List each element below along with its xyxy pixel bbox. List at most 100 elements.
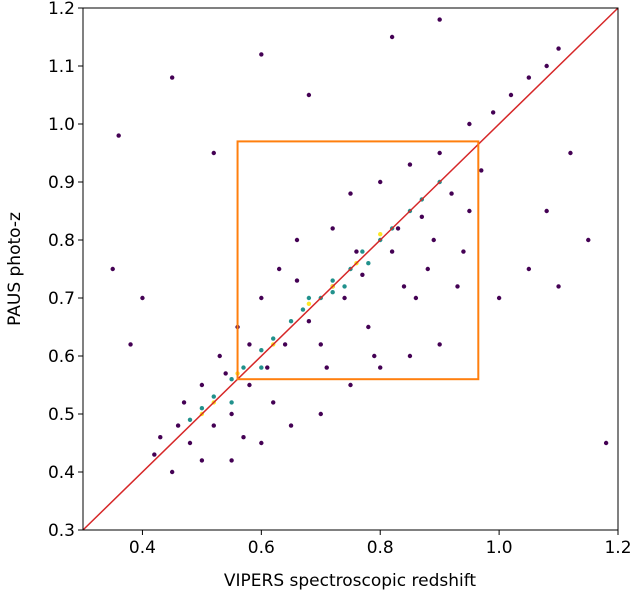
point: [211, 394, 216, 399]
point: [229, 377, 234, 382]
point: [211, 423, 216, 428]
point: [169, 75, 175, 80]
x-tick-label: 1.0: [486, 538, 513, 558]
point: [199, 458, 205, 463]
point: [241, 435, 246, 440]
point: [330, 226, 335, 231]
point: [360, 249, 365, 254]
point: [175, 423, 181, 428]
x-tick-label: 0.8: [367, 538, 394, 558]
point: [366, 324, 371, 330]
point: [449, 191, 454, 196]
point: [586, 237, 591, 243]
point: [366, 261, 371, 266]
point: [217, 353, 222, 359]
point: [467, 208, 472, 214]
point: [318, 411, 323, 417]
point: [407, 162, 413, 167]
point: [324, 365, 329, 370]
y-tick-label: 1.1: [48, 57, 75, 77]
point: [437, 150, 442, 156]
point: [152, 452, 157, 457]
point: [116, 133, 121, 138]
point: [223, 371, 228, 376]
point: [526, 75, 532, 80]
y-tick-label: 0.5: [48, 405, 75, 425]
point: [603, 440, 609, 446]
point: [229, 411, 234, 417]
x-tick-label: 0.6: [248, 538, 275, 558]
y-tick-label: 0.4: [48, 463, 75, 483]
y-axis-label: PAUS photo-z: [5, 212, 25, 326]
point: [556, 46, 561, 51]
point: [140, 295, 145, 301]
point: [211, 150, 216, 156]
point: [455, 284, 460, 289]
point: [395, 226, 401, 231]
point: [342, 284, 347, 289]
point: [294, 237, 300, 243]
x-tick-label: 1.2: [604, 538, 631, 558]
point: [413, 295, 419, 301]
point: [288, 423, 294, 428]
y-tick-label: 0.8: [48, 231, 75, 251]
point: [389, 249, 395, 254]
point: [229, 400, 234, 405]
point: [128, 342, 133, 347]
point: [241, 365, 246, 370]
point: [229, 458, 234, 463]
point: [288, 319, 294, 324]
point: [247, 342, 252, 347]
point: [490, 110, 496, 115]
point: [401, 284, 407, 289]
point: [300, 307, 306, 312]
point: [389, 34, 395, 40]
point: [187, 417, 193, 422]
point: [169, 469, 175, 475]
point: [259, 365, 264, 370]
point: [348, 382, 353, 388]
point: [437, 17, 442, 22]
point: [276, 266, 282, 272]
point: [259, 52, 264, 57]
point: [199, 382, 205, 388]
point: [496, 295, 502, 301]
point: [271, 336, 276, 341]
plot-frame: [82, 7, 619, 531]
point: [372, 353, 377, 359]
point: [556, 284, 561, 289]
point: [526, 266, 532, 272]
y-tick-label: 0.3: [48, 521, 75, 541]
point: [419, 214, 425, 219]
point: [378, 365, 383, 370]
point: [425, 266, 430, 272]
point: [431, 237, 436, 243]
point: [342, 295, 347, 301]
point: [378, 179, 383, 185]
point: [318, 342, 323, 347]
point: [437, 342, 442, 347]
point: [265, 365, 270, 370]
point: [467, 121, 472, 127]
point: [360, 272, 365, 277]
y-tick-label: 1.2: [48, 0, 75, 19]
point: [247, 382, 252, 388]
point: [181, 400, 187, 405]
point: [306, 92, 312, 98]
selection-box: [236, 140, 480, 381]
point: [187, 440, 193, 446]
point: [271, 400, 276, 405]
point: [461, 249, 466, 254]
point: [306, 319, 312, 324]
point: [259, 295, 264, 301]
point: [259, 348, 264, 353]
point: [259, 440, 264, 446]
x-axis-label: VIPERS spectroscopic redshift: [224, 571, 477, 591]
point: [330, 278, 335, 283]
y-tick-label: 0.6: [48, 347, 75, 367]
point: [348, 191, 353, 196]
point: [544, 208, 549, 214]
point: [282, 342, 288, 347]
y-tick-label: 0.9: [48, 173, 75, 193]
